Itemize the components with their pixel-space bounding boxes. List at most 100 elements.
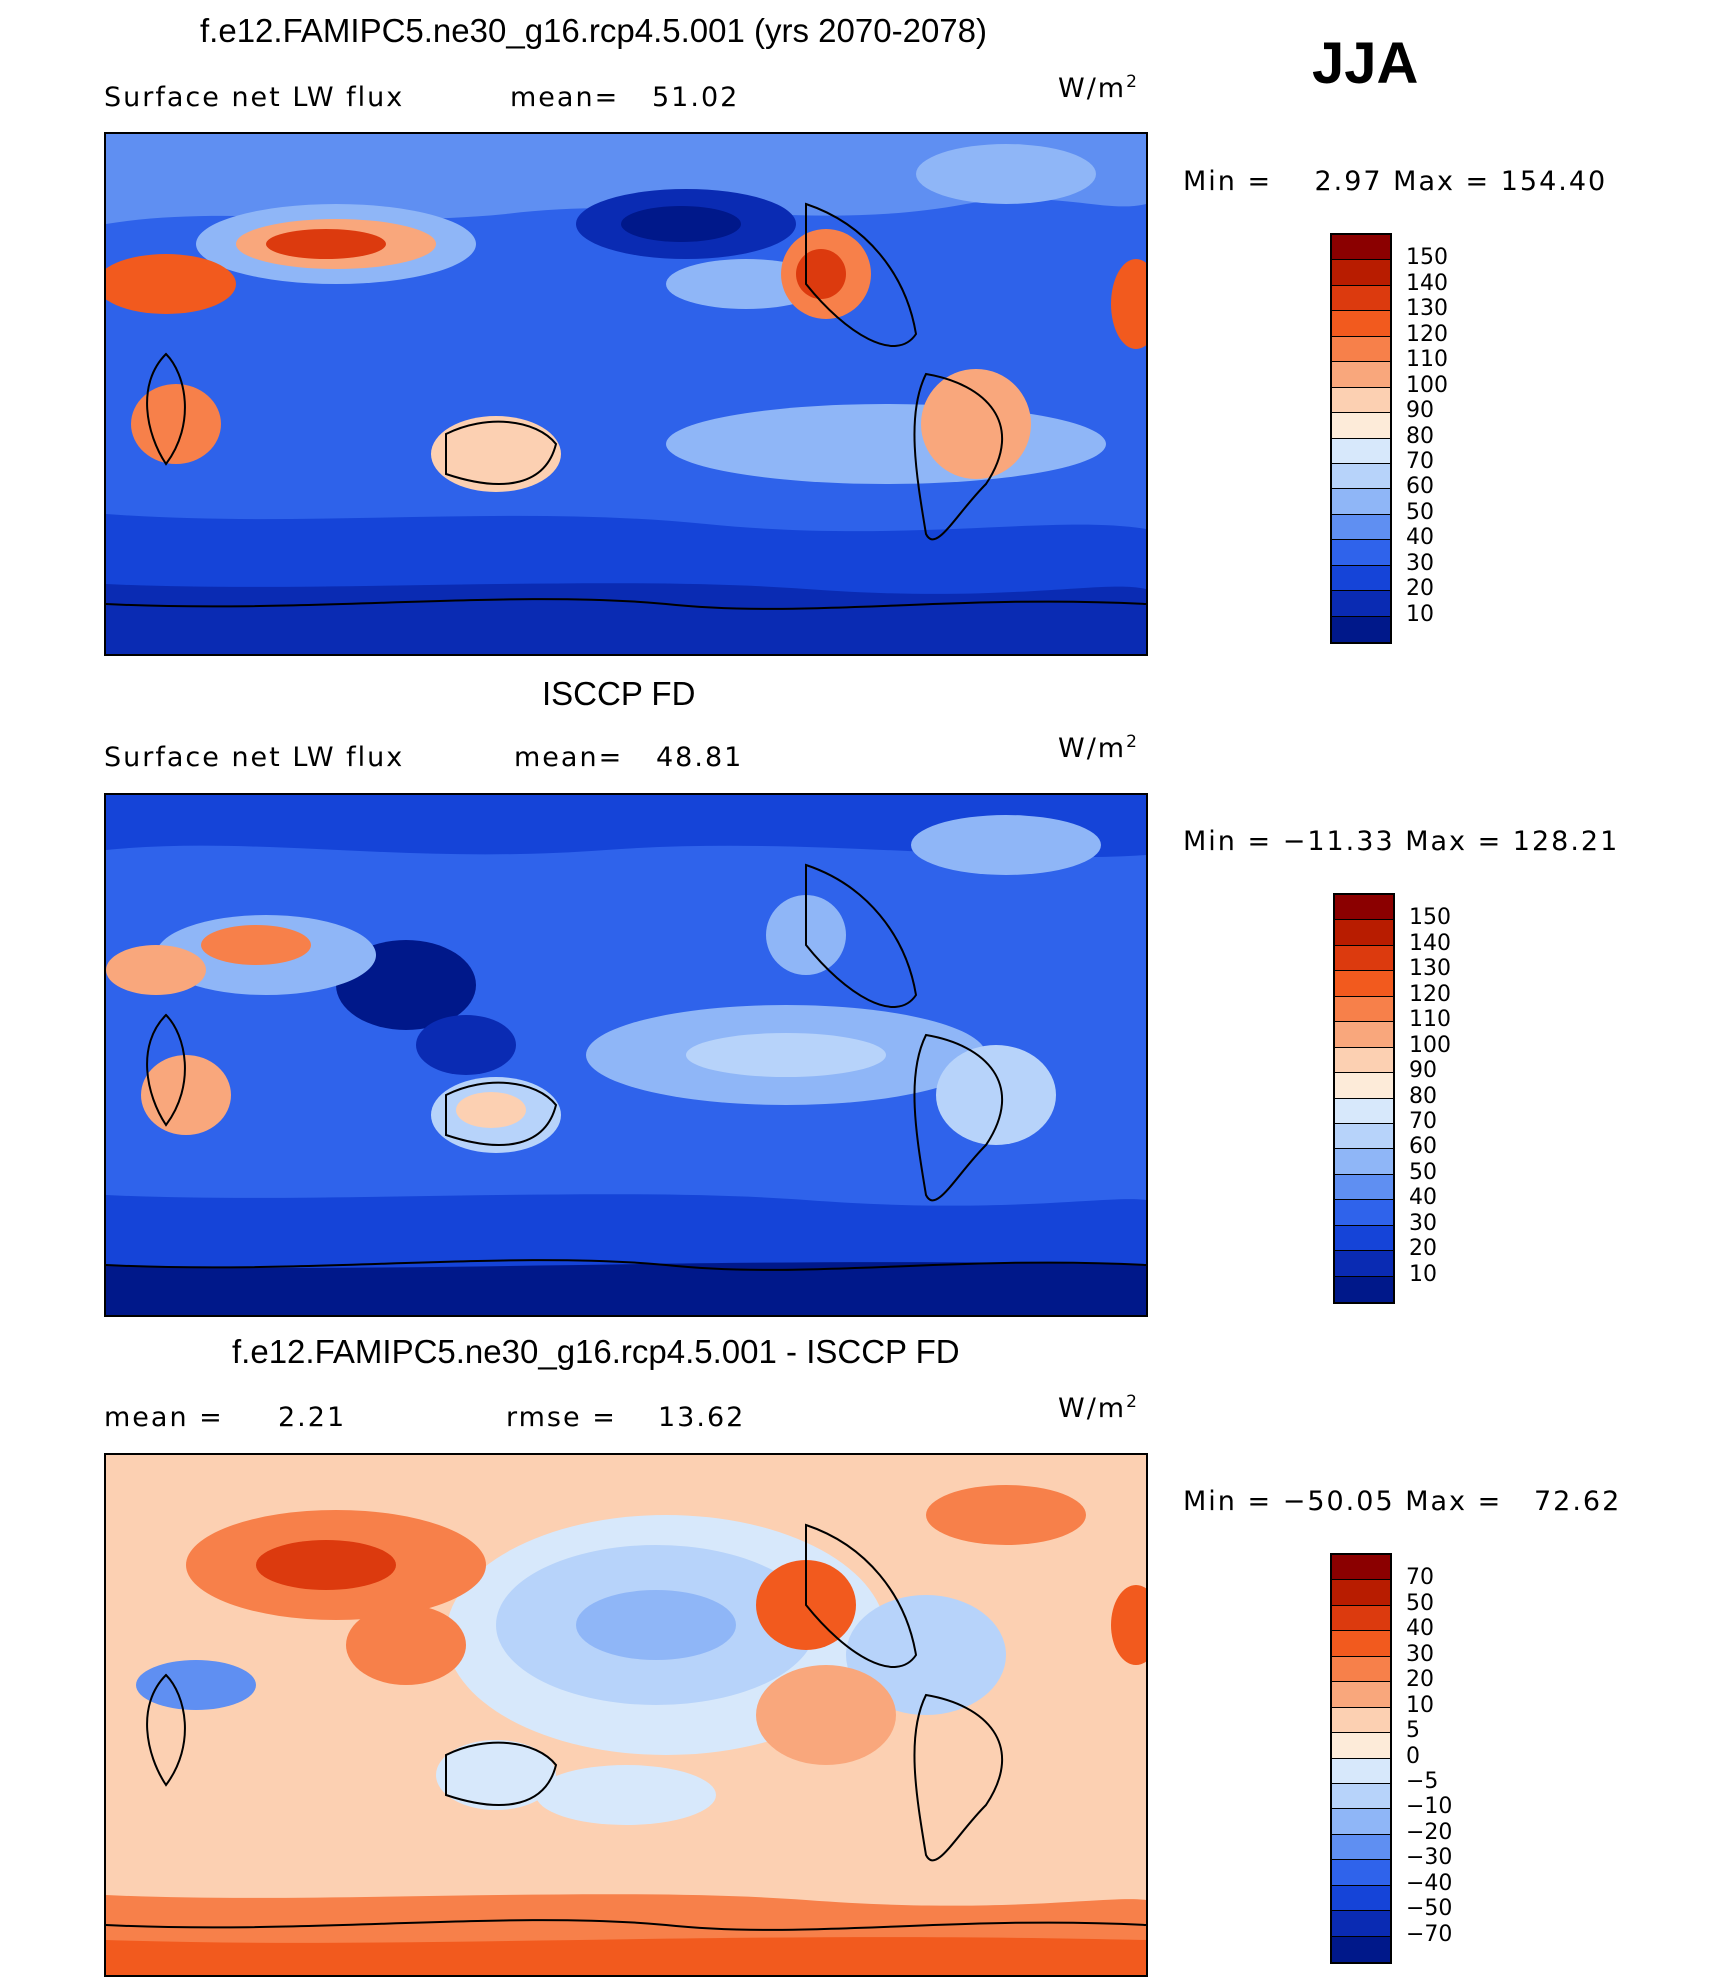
colorbar-swatch — [1332, 1758, 1390, 1784]
colorbar-tick-label: 0 — [1406, 1743, 1420, 1769]
colorbar-swatch — [1332, 1605, 1390, 1632]
colorbar-tick-label: 120 — [1406, 321, 1448, 347]
colorbar-tick-label: 140 — [1409, 930, 1451, 956]
colorbar-swatch — [1332, 285, 1390, 312]
colorbar-swatch — [1332, 616, 1390, 642]
colorbar-tick-label: 110 — [1406, 347, 1448, 373]
colorbar-tick-label: −30 — [1406, 1845, 1453, 1871]
colorbar-tick-label: 50 — [1406, 1590, 1434, 1616]
panel2-map — [104, 793, 1148, 1317]
colorbar-tick-label: 130 — [1406, 296, 1448, 322]
colorbar-swatch — [1332, 1656, 1390, 1683]
colorbar-tick-label: 150 — [1406, 245, 1448, 271]
panel1-map — [104, 132, 1148, 656]
panel3-title: f.e12.FAMIPC5.ne30_g16.rcp4.5.001 - ISCC… — [232, 1333, 960, 1370]
colorbar-swatch — [1332, 1631, 1390, 1657]
panel1-mean-value: 51.02 — [652, 82, 740, 113]
colorbar-swatch — [1335, 920, 1393, 946]
colorbar-swatch — [1332, 1682, 1390, 1708]
panel3-units: W/m2 — [1058, 1392, 1139, 1424]
colorbar-swatch — [1332, 489, 1390, 515]
colorbar-swatch — [1335, 1174, 1393, 1201]
colorbar-tick-label: 150 — [1409, 905, 1451, 931]
colorbar-tick-label: 90 — [1406, 398, 1434, 424]
colorbar-swatch — [1332, 362, 1390, 388]
colorbar-tick-label: 70 — [1406, 448, 1434, 474]
colorbar-swatch — [1335, 1200, 1393, 1226]
colorbar-swatch — [1332, 1860, 1390, 1886]
colorbar-tick-label: −5 — [1406, 1768, 1439, 1794]
colorbar-tick-label: 140 — [1406, 270, 1448, 296]
colorbar-swatch — [1332, 565, 1390, 592]
colorbar-swatch — [1335, 945, 1393, 972]
colorbar-swatch — [1335, 1123, 1393, 1150]
colorbar-tick-label: 100 — [1406, 372, 1448, 398]
colorbar-swatch — [1332, 1911, 1390, 1937]
colorbar-tick-label: 30 — [1406, 550, 1434, 576]
colorbar-tick-label: 120 — [1409, 981, 1451, 1007]
panel2-variable-label: Surface net LW flux — [104, 742, 405, 773]
panel3-map — [104, 1453, 1148, 1977]
colorbar-swatch — [1332, 260, 1390, 286]
colorbar-swatch — [1335, 1098, 1393, 1124]
colorbar-swatch — [1335, 1149, 1393, 1175]
colorbar-tick-label: 110 — [1409, 1007, 1451, 1033]
colorbar-tick-label: −70 — [1406, 1921, 1453, 1947]
panel3-rmse-value: 13.62 — [658, 1402, 746, 1433]
panel2-units: W/m2 — [1058, 732, 1139, 764]
panel3-mean-label: mean = — [104, 1402, 224, 1433]
colorbar-swatch — [1335, 996, 1393, 1023]
colorbar-swatch — [1332, 438, 1390, 464]
colorbar-tick-label: 60 — [1406, 474, 1434, 500]
colorbar-swatch — [1332, 514, 1390, 541]
colorbar-swatch — [1332, 336, 1390, 363]
colorbar-swatch — [1335, 1276, 1393, 1302]
colorbar-tick-label: −40 — [1406, 1870, 1453, 1896]
colorbar-tick-label: 10 — [1409, 1261, 1437, 1287]
colorbar-tick-label: 70 — [1409, 1108, 1437, 1134]
colorbar-tick-label: 30 — [1406, 1641, 1434, 1667]
panel3-mean-value: 2.21 — [278, 1402, 347, 1433]
colorbar-swatch — [1332, 1834, 1390, 1861]
colorbar-swatch — [1332, 1707, 1390, 1734]
colorbar-tick-label: 20 — [1409, 1236, 1437, 1262]
colorbar-tick-label: 70 — [1406, 1565, 1434, 1591]
season-label: JJA — [1312, 31, 1419, 96]
colorbar-swatch — [1332, 387, 1390, 414]
panel1-colorbar — [1330, 233, 1392, 644]
colorbar-swatch — [1335, 1251, 1393, 1277]
colorbar-swatch — [1335, 971, 1393, 997]
colorbar-tick-label: 100 — [1409, 1032, 1451, 1058]
colorbar-swatch — [1332, 1783, 1390, 1810]
colorbar-tick-label: 50 — [1409, 1159, 1437, 1185]
colorbar-tick-label: −10 — [1406, 1794, 1453, 1820]
colorbar-swatch — [1332, 1885, 1390, 1912]
panel3-colorbar — [1330, 1553, 1392, 1964]
colorbar-tick-label: 60 — [1409, 1134, 1437, 1160]
colorbar-swatch — [1332, 311, 1390, 337]
colorbar-tick-label: 30 — [1409, 1210, 1437, 1236]
colorbar-tick-label: 20 — [1406, 576, 1434, 602]
colorbar-tick-label: −20 — [1406, 1819, 1453, 1845]
panel1-variable-label: Surface net LW flux — [104, 82, 405, 113]
colorbar-tick-label: 130 — [1409, 956, 1451, 982]
panel2-mean-label: mean= — [514, 742, 624, 773]
colorbar-tick-label: 80 — [1406, 423, 1434, 449]
panel1-title: f.e12.FAMIPC5.ne30_g16.rcp4.5.001 (yrs 2… — [200, 12, 987, 49]
colorbar-swatch — [1332, 463, 1390, 490]
colorbar-swatch — [1332, 540, 1390, 566]
colorbar-tick-label: 40 — [1409, 1185, 1437, 1211]
colorbar-tick-label: 50 — [1406, 499, 1434, 525]
colorbar-tick-label: −50 — [1406, 1896, 1453, 1922]
colorbar-tick-label: 40 — [1406, 525, 1434, 551]
colorbar-swatch — [1332, 1733, 1390, 1759]
colorbar-swatch — [1332, 235, 1390, 261]
colorbar-tick-label: 5 — [1406, 1718, 1420, 1744]
colorbar-swatch — [1335, 895, 1393, 921]
colorbar-swatch — [1332, 1809, 1390, 1835]
colorbar-tick-label: 10 — [1406, 1692, 1434, 1718]
colorbar-swatch — [1332, 1555, 1390, 1581]
panel2-title: ISCCP FD — [542, 675, 696, 712]
colorbar-swatch — [1332, 1580, 1390, 1606]
panel1-mean-label: mean= — [510, 82, 620, 113]
